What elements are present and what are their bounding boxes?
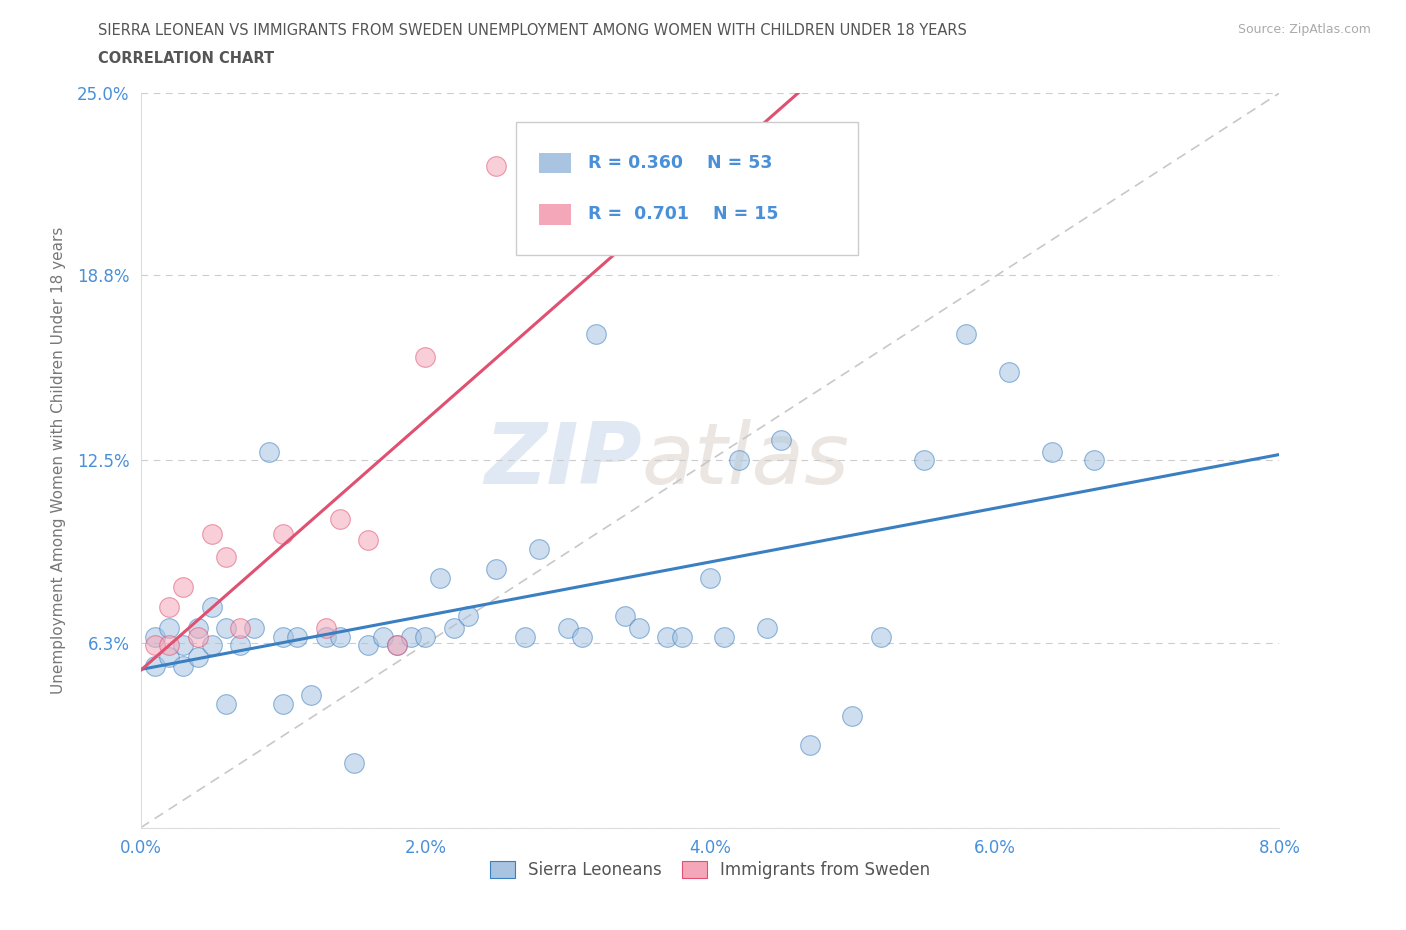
Point [157,638,180,653]
Point [998,365,1021,379]
Point [271,526,294,541]
Point [343,755,366,770]
Point [215,697,238,711]
Point [143,658,166,673]
Point [485,159,508,174]
FancyBboxPatch shape [540,204,571,224]
Point [429,570,451,585]
Text: ZIP: ZIP [484,418,641,502]
Point [841,709,863,724]
Point [157,620,180,635]
Point [799,738,821,753]
Point [1083,453,1105,468]
FancyBboxPatch shape [516,123,858,255]
Point [215,620,238,635]
Point [671,630,693,644]
Point [371,630,394,644]
Point [585,326,607,341]
Point [186,620,209,635]
Point [301,688,323,703]
Point [513,630,536,644]
Point [329,630,352,644]
Point [172,658,194,673]
Point [571,630,593,644]
Point [229,638,252,653]
Point [485,562,508,577]
Point [457,608,479,623]
Point [529,541,551,556]
Point [557,620,579,635]
Y-axis label: Unemployment Among Women with Children Under 18 years: Unemployment Among Women with Children U… [51,227,66,694]
Point [315,630,337,644]
Text: R = 0.360    N = 53: R = 0.360 N = 53 [588,153,772,172]
Point [443,620,465,635]
Point [329,512,352,526]
Point [869,630,893,644]
Point [613,608,636,623]
Point [186,650,209,665]
Point [357,532,380,547]
Point [201,600,224,615]
Text: R =  0.701    N = 15: R = 0.701 N = 15 [588,206,779,223]
Point [955,326,977,341]
Text: SIERRA LEONEAN VS IMMIGRANTS FROM SWEDEN UNEMPLOYMENT AMONG WOMEN WITH CHILDREN : SIERRA LEONEAN VS IMMIGRANTS FROM SWEDEN… [98,23,967,38]
Point [699,570,721,585]
Point [399,630,422,644]
Point [243,620,266,635]
Point [1040,445,1063,459]
Legend: Sierra Leoneans, Immigrants from Sweden: Sierra Leoneans, Immigrants from Sweden [484,854,936,885]
Point [201,638,224,653]
Point [172,638,194,653]
Point [186,630,209,644]
Point [172,579,194,594]
Point [271,697,294,711]
Point [756,620,779,635]
Point [357,638,380,653]
Point [770,432,793,447]
Point [257,445,280,459]
Point [143,638,166,653]
Point [912,453,935,468]
Point [713,630,735,644]
Point [315,620,337,635]
Point [727,453,749,468]
Point [657,630,679,644]
Point [229,620,252,635]
Text: atlas: atlas [641,418,849,502]
Point [215,550,238,565]
Point [385,638,408,653]
FancyBboxPatch shape [540,153,571,173]
Point [157,650,180,665]
Point [627,620,650,635]
Point [143,630,166,644]
Point [385,638,408,653]
Point [415,350,437,365]
Point [271,630,294,644]
Point [285,630,308,644]
Point [415,630,437,644]
Text: CORRELATION CHART: CORRELATION CHART [98,51,274,66]
Text: Source: ZipAtlas.com: Source: ZipAtlas.com [1237,23,1371,36]
Point [157,600,180,615]
Point [201,526,224,541]
